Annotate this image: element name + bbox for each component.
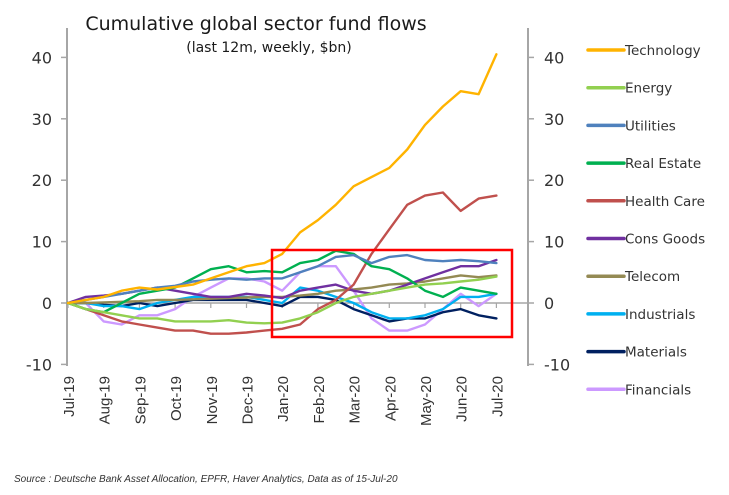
legend-item-health-care: Health Care [586, 194, 705, 210]
legend-label: Financials [625, 382, 691, 398]
x-tick-label: Jan-20 [275, 376, 292, 422]
legend-item-materials: Materials [586, 345, 687, 361]
legend-item-utilities: Utilities [586, 118, 676, 134]
left-y-tick-label: -10 [26, 355, 52, 374]
legend-label: Energy [625, 81, 672, 97]
legend-item-industrials: Industrials [586, 307, 695, 323]
series-line-energy [66, 275, 498, 325]
x-tick-label: Jul-20 [489, 376, 506, 417]
highlight-box [270, 248, 514, 339]
right-y-tick-label: 30 [544, 110, 564, 129]
series-line-health-care [66, 191, 498, 335]
legend-item-cons-goods: Cons Goods [586, 232, 705, 248]
left-y-tick-label: 10 [32, 233, 52, 252]
legend-label: Telecom [624, 269, 680, 285]
x-tick-label: Mar-20 [347, 376, 364, 424]
right-y-tick-label: 40 [544, 48, 564, 67]
x-tick-label: Dec-19 [240, 376, 257, 424]
legend-label: Utilities [625, 118, 676, 134]
legend-label: Materials [625, 345, 687, 361]
legend-label: Health Care [625, 194, 705, 210]
left-y-tick-label: 30 [32, 110, 52, 129]
series-line-utilities [66, 253, 498, 305]
x-tick-label: Jun-20 [454, 376, 471, 422]
chart-title: Cumulative global sector fund flows [85, 13, 426, 35]
right-y-tick-label: 0 [544, 294, 554, 313]
legend: Technology Energy Utilities Real Estate Heal… [586, 43, 705, 398]
series-line-technology [66, 53, 498, 305]
series-line-real-estate [66, 249, 498, 314]
legend-item-telecom: Telecom [586, 269, 680, 285]
right-y-tick-label: -10 [544, 355, 570, 374]
x-tick-label: Oct-19 [168, 376, 185, 421]
x-tick-label: Sep-19 [132, 376, 149, 424]
legend-label: Cons Goods [625, 232, 705, 248]
x-tick-label: Apr-20 [382, 376, 399, 421]
left-y-tick-label: 20 [32, 171, 52, 190]
chart-subtitle: (last 12m, weekly, $bn) [186, 40, 352, 56]
x-tick-label: Jul-19 [61, 376, 78, 417]
series-line-materials [66, 295, 498, 323]
legend-label: Technology [624, 43, 701, 59]
x-tick-label: May-20 [418, 376, 435, 426]
right-y-tick-label: 20 [544, 171, 564, 190]
right-y-tick-label: 10 [544, 233, 564, 252]
x-tick-label: Feb-20 [311, 376, 328, 424]
left-y-tick-label: 40 [32, 48, 52, 67]
series-line-financials [66, 265, 498, 332]
legend-item-financials: Financials [586, 382, 691, 398]
axes: -10 -10 0 0 10 10 20 20 30 30 40 40 Jul-19 Aug-19 Sep-… [26, 28, 570, 426]
series-line-industrials [66, 286, 498, 320]
x-tick-label: Aug-19 [97, 376, 114, 424]
series-lines [66, 53, 498, 335]
legend-label: Real Estate [625, 156, 701, 172]
x-tick-label: Nov-19 [204, 376, 221, 424]
legend-item-energy: Energy [586, 81, 672, 97]
source-note: Source : Deutsche Bank Asset Allocation,… [14, 474, 398, 485]
left-y-tick-label: 0 [42, 294, 52, 313]
legend-item-real-estate: Real Estate [586, 156, 701, 172]
legend-label: Industrials [625, 307, 695, 323]
legend-item-technology: Technology [586, 43, 701, 59]
